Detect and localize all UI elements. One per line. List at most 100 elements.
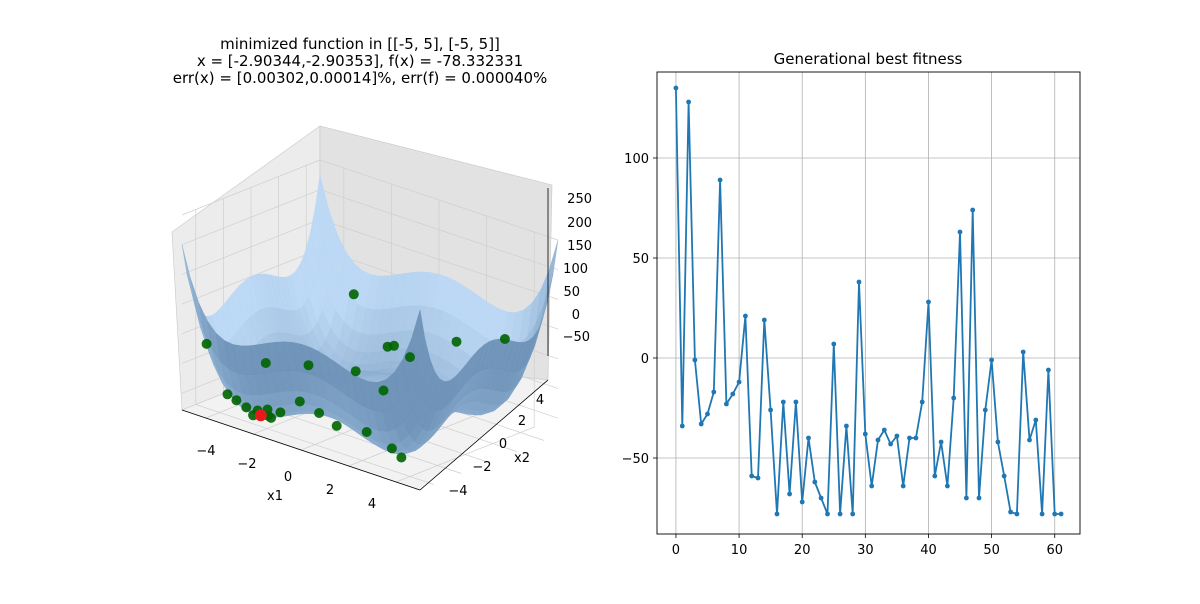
fitness-point [901, 484, 906, 489]
x-tick-label: 40 [920, 543, 937, 558]
population-point [231, 395, 241, 405]
fitness-point [970, 208, 975, 213]
population-point [362, 427, 372, 437]
fitness-point [787, 492, 792, 497]
fitness-point [882, 428, 887, 433]
population-point [304, 360, 314, 370]
z-tick-label: 200 [567, 216, 592, 231]
population-point [202, 339, 212, 349]
fitness-point [1008, 510, 1013, 515]
population-point [266, 413, 276, 423]
fitness-point [920, 400, 925, 405]
x-tick-label: 50 [983, 543, 1000, 558]
fitness-point [693, 358, 698, 363]
fitness-point [749, 474, 754, 479]
x2-tick-label: −4 [448, 484, 467, 499]
fitness-point [737, 380, 742, 385]
fitness-title: Generational best fitness [774, 50, 963, 68]
fitness-point [730, 392, 735, 397]
y-tick-label: 0 [641, 352, 649, 367]
fitness-point [680, 424, 685, 429]
fitness-point [844, 424, 849, 429]
fitness-point [926, 300, 931, 305]
fitness-point [819, 496, 824, 501]
fitness-point [932, 474, 937, 479]
fitness-point [838, 512, 843, 517]
x-tick-label: 0 [672, 543, 680, 558]
fitness-point [686, 100, 691, 105]
x2-tick-label: −2 [472, 460, 491, 475]
x1-tick-label: −4 [196, 444, 215, 459]
fitness-point [895, 434, 900, 439]
y-tick-label: −50 [622, 452, 649, 467]
fitness-y-ticks: −50 0 50 100 [622, 152, 657, 467]
fitness-point [888, 442, 893, 447]
fitness-point [1027, 438, 1032, 443]
fitness-point [756, 476, 761, 481]
population-point [241, 402, 251, 412]
surface-title-line-3: err(x) = [0.00302,0.00014]%, err(f) = 0.… [173, 69, 548, 87]
fitness-point [914, 436, 919, 441]
fitness-point [869, 484, 874, 489]
fitness-point [711, 390, 716, 395]
z-tick-label: 50 [563, 285, 580, 300]
population-point [223, 389, 233, 399]
y-tick-label: 100 [624, 152, 649, 167]
fitness-point [850, 512, 855, 517]
fitness-point [1046, 368, 1051, 373]
x2-tick-label: 0 [499, 437, 507, 452]
surface-plot: minimized function in [[-5, 5], [-5, 5]]… [172, 35, 592, 512]
population-point [387, 443, 397, 453]
population-point [349, 289, 359, 299]
population-point [295, 397, 305, 407]
fitness-point [1002, 474, 1007, 479]
population-point [351, 366, 361, 376]
fitness-point [1033, 418, 1038, 423]
best-point [255, 409, 267, 421]
fitness-point [939, 440, 944, 445]
y-tick-label: 50 [632, 252, 649, 267]
z-ticks: −50 0 50 100 150 200 250 [563, 192, 592, 345]
fitness-point [831, 342, 836, 347]
fitness-point [1021, 350, 1026, 355]
fitness-point [699, 422, 704, 427]
fitness-point [705, 412, 710, 417]
fitness-point [945, 484, 950, 489]
fitness-point [996, 440, 1001, 445]
x1-tick-label: 2 [326, 483, 334, 498]
population-point [405, 352, 415, 362]
fitness-point [1040, 512, 1045, 517]
fitness-point [762, 318, 767, 323]
fitness-point [958, 230, 963, 235]
fitness-point [775, 512, 780, 517]
population-point [332, 421, 342, 431]
x1-tick-label: −2 [237, 457, 256, 472]
fitness-point [1052, 512, 1057, 517]
population-point [275, 407, 285, 417]
x1-tick-label: 0 [284, 470, 292, 485]
x1-tick-label: 4 [368, 497, 376, 512]
fitness-point [1059, 512, 1064, 517]
population-point [396, 453, 406, 463]
fitness-point [983, 408, 988, 413]
fitness-point [857, 280, 862, 285]
x-tick-label: 30 [857, 543, 874, 558]
z-tick-label: −50 [563, 330, 590, 345]
surface-title-line-1: minimized function in [[-5, 5], [-5, 5]] [220, 35, 500, 53]
population-point [383, 342, 393, 352]
fitness-point [781, 400, 786, 405]
fitness-point [989, 358, 994, 363]
fitness-point [743, 314, 748, 319]
fitness-point [863, 432, 868, 437]
z-tick-label: 250 [567, 192, 592, 207]
fitness-point [907, 436, 912, 441]
fitness-point [951, 396, 956, 401]
fitness-point [674, 86, 679, 91]
fitness-point [768, 408, 773, 413]
population-point [314, 408, 324, 418]
population-point [500, 334, 510, 344]
x1-axis-label: x1 [267, 489, 283, 504]
